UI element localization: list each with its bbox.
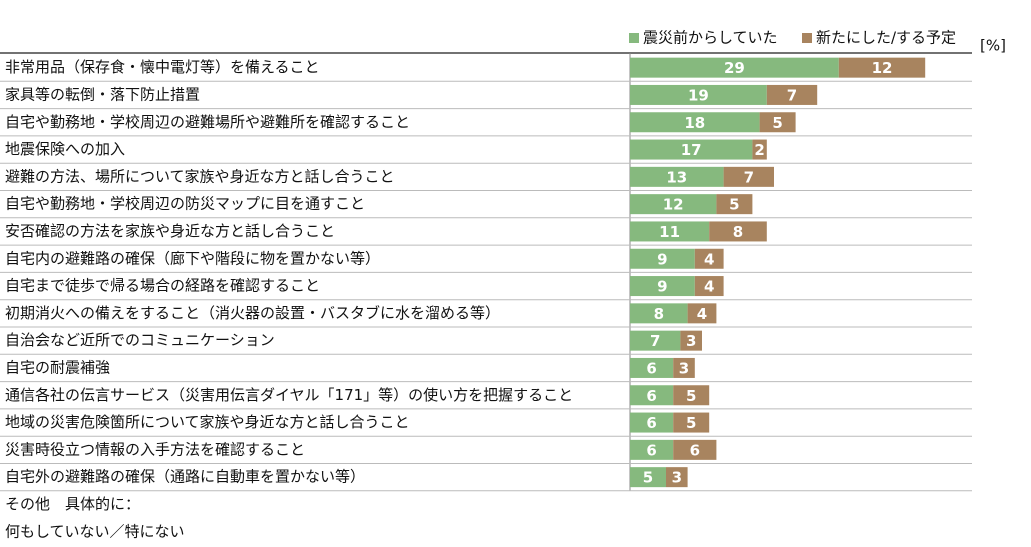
value-label: 7 xyxy=(787,86,797,104)
value-label: 5 xyxy=(686,387,696,405)
legend-swatch xyxy=(629,33,639,43)
bar-segment xyxy=(838,57,926,78)
value-label: 6 xyxy=(646,414,656,432)
bar-segment xyxy=(630,439,674,460)
bar-segment xyxy=(630,57,839,78)
bar-segment xyxy=(630,330,681,351)
bar-segment xyxy=(694,248,724,269)
value-label: 29 xyxy=(724,59,745,77)
category-label: 非常用品（保存食・懐中電灯等）を備えること xyxy=(5,58,320,76)
value-label: 8 xyxy=(733,223,743,241)
value-label: 13 xyxy=(666,168,687,186)
category-label: 自治会など近所でのコミュニケーション xyxy=(5,331,275,349)
value-label: 6 xyxy=(646,359,656,377)
value-label: 9 xyxy=(657,278,667,296)
category-label: 何もしていない／特にない xyxy=(5,522,185,540)
category-label: 自宅や勤務地・学校周辺の避難場所や避難所を確認すること xyxy=(5,113,410,131)
value-label: 12 xyxy=(663,196,684,214)
value-label: 2 xyxy=(754,141,764,159)
bar-segment xyxy=(709,221,767,242)
category-label: 自宅まで徒歩で帰る場合の経路を確認すること xyxy=(5,277,320,295)
value-label: 5 xyxy=(729,196,739,214)
legend-label: 新たにした/する予定 xyxy=(816,29,956,47)
category-label: その他 具体的に： xyxy=(5,495,140,513)
bar-segment xyxy=(630,467,666,488)
bar-segment xyxy=(630,139,753,160)
bar-segment xyxy=(630,248,695,269)
value-label: 3 xyxy=(679,359,689,377)
value-label: 6 xyxy=(646,387,656,405)
bar-segment xyxy=(673,439,717,460)
bar-segment xyxy=(752,139,767,160)
value-label: 5 xyxy=(772,114,782,132)
value-label: 5 xyxy=(686,414,696,432)
legend-swatch xyxy=(802,33,812,43)
value-label: 11 xyxy=(659,223,680,241)
value-label: 6 xyxy=(646,441,656,459)
category-label: 自宅や勤務地・学校周辺の防災マップに目を通すこと xyxy=(5,195,365,213)
value-label: 7 xyxy=(650,332,660,350)
bar-segment xyxy=(630,276,695,297)
bar-segment xyxy=(673,357,695,378)
value-label: 17 xyxy=(681,141,702,159)
category-label: 避難の方法、場所について家族や身近な方と話し合うこと xyxy=(5,167,395,185)
value-label: 12 xyxy=(872,59,893,77)
category-label: 自宅の耐震補強 xyxy=(5,358,110,376)
bar-segment xyxy=(694,276,724,297)
value-label: 3 xyxy=(686,332,696,350)
value-label: 4 xyxy=(704,278,714,296)
bar-segment xyxy=(680,330,702,351)
bar-segment xyxy=(630,84,767,105)
category-label: 通信各社の伝言サービス（災害用伝言ダイヤル「171」等）の使い方を把握すること xyxy=(5,386,573,404)
bar-segment xyxy=(759,112,796,133)
bar-segment xyxy=(630,194,717,215)
value-label: 6 xyxy=(690,441,700,459)
category-label: 初期消火への備えをすること（消火器の設置・バスタブに水を溜める等） xyxy=(5,304,500,322)
value-label: 5 xyxy=(643,469,653,487)
bar-segment xyxy=(673,412,710,433)
bar-segment xyxy=(687,303,717,324)
bar-segment xyxy=(630,412,674,433)
bar-segment xyxy=(630,221,710,242)
bar-segment xyxy=(630,357,674,378)
value-label: 4 xyxy=(697,305,707,323)
value-label: 4 xyxy=(704,250,714,268)
bar-segment xyxy=(766,84,818,105)
bar-segment xyxy=(673,385,710,406)
category-label: 安否確認の方法を家族や身近な方と話し合うこと xyxy=(5,222,335,240)
value-label: 7 xyxy=(744,168,754,186)
unit-label: [%] xyxy=(980,37,1006,55)
value-label: 8 xyxy=(654,305,664,323)
category-label: 地域の災害危険箇所について家族や身近な方と話し合うこと xyxy=(5,413,410,431)
bar-segment xyxy=(630,385,674,406)
category-label: 地震保険への加入 xyxy=(5,140,125,158)
value-label: 3 xyxy=(672,469,682,487)
value-label: 19 xyxy=(688,86,709,104)
value-label: 18 xyxy=(684,114,705,132)
bar-segment xyxy=(630,112,760,133)
legend-label: 震災前からしていた xyxy=(643,29,778,47)
category-label: 災害時役立つ情報の入手方法を確認すること xyxy=(5,440,305,458)
category-label: 自宅内の避難路の確保（廊下や階段に物を置かない等） xyxy=(5,249,380,267)
bar-segment xyxy=(723,166,774,187)
bar-segment xyxy=(630,166,724,187)
bar-segment xyxy=(630,303,688,324)
category-label: 自宅外の避難路の確保（通路に自動車を置かない等） xyxy=(5,468,365,486)
bar-segment xyxy=(716,194,753,215)
category-label: 家具等の転倒・落下防止措置 xyxy=(5,85,200,103)
bar-segment xyxy=(666,467,688,488)
value-label: 9 xyxy=(657,250,667,268)
